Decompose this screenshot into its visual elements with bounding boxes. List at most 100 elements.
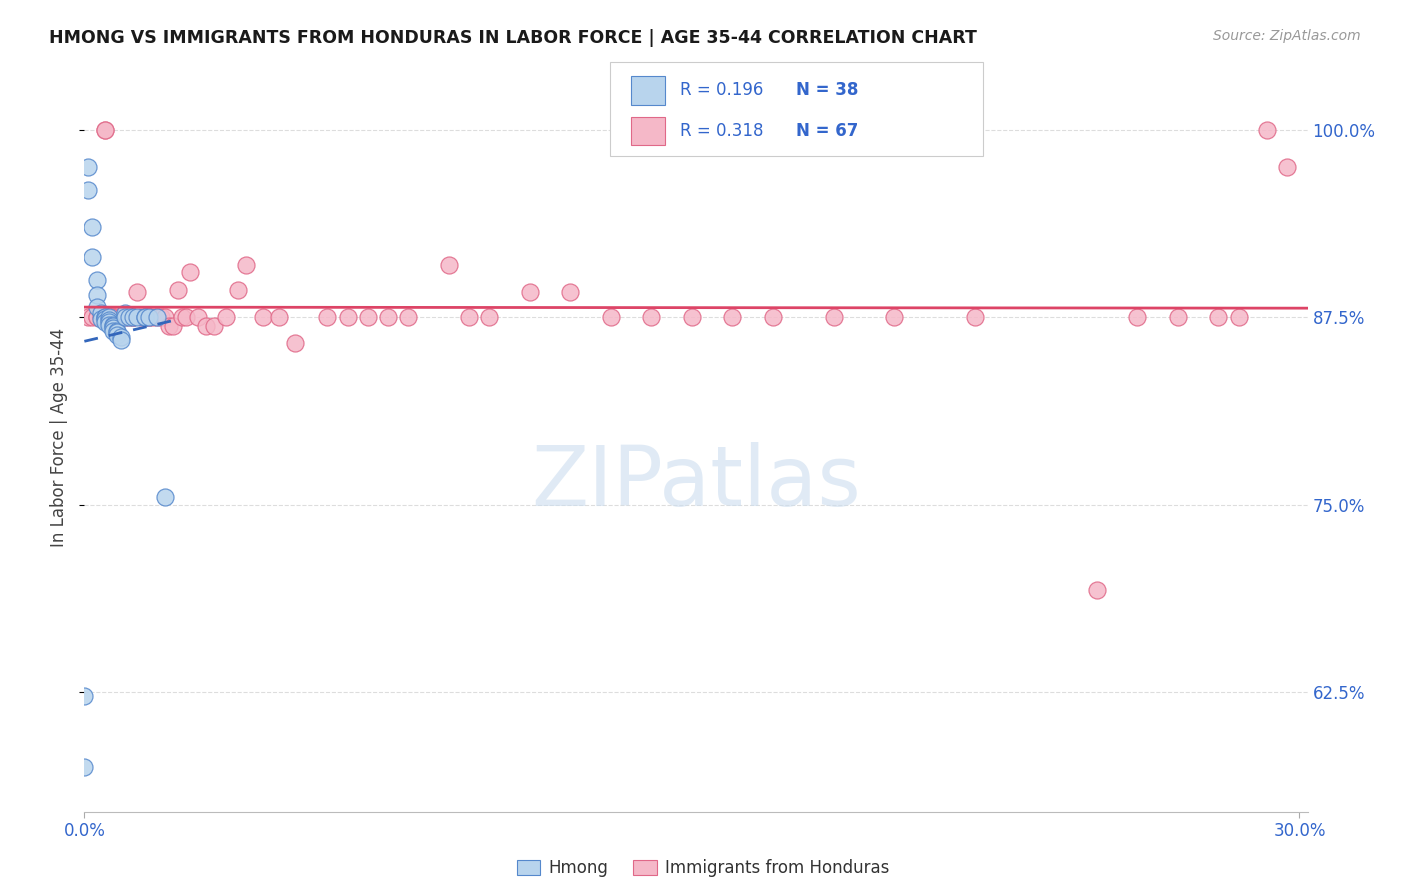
Point	[93, 311, 115, 326]
FancyBboxPatch shape	[631, 76, 665, 104]
Point	[146, 310, 169, 325]
Point	[458, 310, 481, 325]
Point	[82, 310, 104, 325]
Point	[1167, 310, 1189, 325]
Point	[437, 258, 460, 272]
Point	[86, 310, 108, 325]
Point	[90, 306, 112, 320]
Point	[122, 310, 145, 325]
Point	[86, 287, 108, 301]
Point	[187, 310, 209, 325]
Point	[202, 319, 225, 334]
Point	[90, 310, 112, 325]
Point	[681, 310, 703, 325]
Point	[252, 310, 274, 325]
Point	[134, 310, 156, 325]
Point	[122, 310, 145, 325]
Point	[215, 310, 238, 325]
Point	[396, 310, 419, 325]
Point	[883, 310, 905, 325]
Legend: Hmong, Immigrants from Honduras: Hmong, Immigrants from Honduras	[510, 853, 896, 884]
Point	[1126, 310, 1149, 325]
Point	[377, 310, 399, 325]
Point	[1277, 161, 1299, 175]
Point	[82, 250, 104, 264]
Point	[519, 285, 541, 299]
Point	[640, 310, 662, 325]
Point	[86, 300, 108, 314]
Point	[146, 310, 169, 325]
Point	[86, 273, 108, 287]
Point	[157, 319, 180, 334]
Point	[316, 310, 339, 325]
Y-axis label: In Labor Force | Age 35-44: In Labor Force | Age 35-44	[51, 327, 69, 547]
Point	[1085, 582, 1108, 597]
Point	[600, 310, 623, 325]
Point	[93, 123, 115, 137]
Point	[155, 310, 177, 325]
Point	[1208, 310, 1230, 325]
Point	[97, 310, 120, 325]
Point	[105, 324, 128, 338]
Point	[194, 319, 217, 334]
FancyBboxPatch shape	[610, 62, 983, 156]
Point	[77, 183, 100, 197]
Point	[823, 310, 845, 325]
Point	[73, 760, 96, 774]
Point	[138, 310, 160, 325]
Point	[110, 310, 132, 325]
Point	[110, 310, 132, 325]
Point	[86, 310, 108, 325]
Point	[105, 310, 128, 325]
Point	[105, 328, 128, 343]
Point	[97, 313, 120, 327]
Point	[101, 310, 124, 325]
Point	[114, 310, 136, 325]
Point	[97, 318, 120, 332]
Point	[97, 315, 120, 329]
Point	[110, 329, 132, 343]
Point	[101, 324, 124, 338]
Point	[138, 310, 160, 325]
Point	[82, 220, 104, 235]
Text: N = 67: N = 67	[796, 122, 859, 140]
Point	[235, 258, 257, 272]
Point	[138, 310, 160, 325]
Point	[129, 310, 152, 325]
Point	[97, 310, 120, 325]
Point	[97, 310, 120, 325]
FancyBboxPatch shape	[631, 117, 665, 145]
Point	[125, 310, 148, 325]
Point	[179, 265, 201, 279]
Point	[118, 310, 141, 325]
Point	[560, 285, 582, 299]
Point	[101, 319, 124, 334]
Point	[93, 315, 115, 329]
Point	[721, 310, 744, 325]
Point	[105, 325, 128, 339]
Point	[101, 320, 124, 334]
Point	[122, 310, 145, 325]
Text: R = 0.318: R = 0.318	[681, 122, 763, 140]
Point	[267, 310, 290, 325]
Point	[134, 310, 156, 325]
Point	[478, 310, 501, 325]
Point	[965, 310, 987, 325]
Text: HMONG VS IMMIGRANTS FROM HONDURAS IN LABOR FORCE | AGE 35-44 CORRELATION CHART: HMONG VS IMMIGRANTS FROM HONDURAS IN LAB…	[49, 29, 977, 46]
Point	[110, 333, 132, 347]
Text: ZIPatlas: ZIPatlas	[531, 442, 860, 523]
Text: Source: ZipAtlas.com: Source: ZipAtlas.com	[1213, 29, 1361, 43]
Point	[284, 335, 307, 350]
Point	[1227, 310, 1250, 325]
Point	[357, 310, 380, 325]
Point	[93, 310, 115, 325]
Point	[90, 311, 112, 326]
Point	[77, 161, 100, 175]
Point	[226, 283, 249, 297]
Point	[134, 310, 156, 325]
Text: R = 0.196: R = 0.196	[681, 81, 763, 99]
Point	[114, 310, 136, 325]
Text: N = 38: N = 38	[796, 81, 859, 99]
Point	[1256, 123, 1278, 137]
Point	[762, 310, 785, 325]
